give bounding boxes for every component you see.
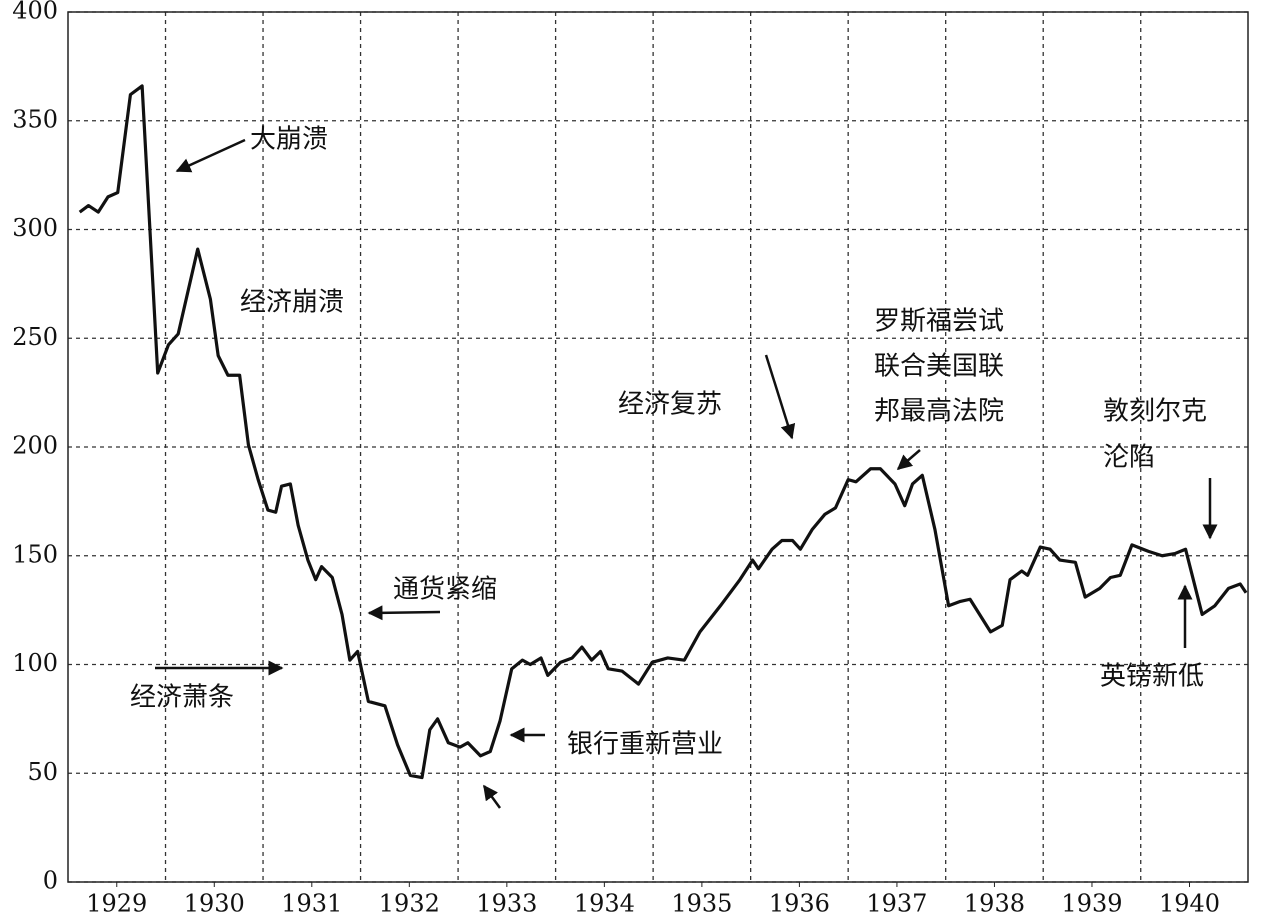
y-tick-label: 350 xyxy=(12,105,58,133)
arrow xyxy=(896,449,921,470)
annotation: 敦刻尔克 xyxy=(1103,397,1207,427)
annotation: 联合美国联 xyxy=(874,352,1004,382)
annotation: 经济萧条 xyxy=(130,683,234,713)
annotation: 经济复苏 xyxy=(618,390,722,420)
x-tick-label: 1935 xyxy=(671,890,732,918)
y-tick-label: 300 xyxy=(12,214,58,242)
x-tick-label: 1938 xyxy=(964,890,1025,918)
x-tick-label: 1932 xyxy=(379,890,440,918)
annotation: 银行重新营业 xyxy=(567,730,723,760)
x-tick-label: 1934 xyxy=(574,890,635,918)
x-tick-label: 1940 xyxy=(1159,890,1220,918)
x-tick-label: 1930 xyxy=(184,890,245,918)
x-tick-label: 1933 xyxy=(476,890,537,918)
y-tick-label: 400 xyxy=(12,0,58,25)
arrow xyxy=(764,354,796,440)
x-tick-label: 1939 xyxy=(1061,890,1122,918)
annotation: 大崩溃 xyxy=(250,125,328,155)
annotation: 经济崩溃 xyxy=(240,288,344,318)
y-tick-label: 200 xyxy=(12,432,58,460)
annotation: 罗斯福尝试 xyxy=(874,307,1004,337)
x-tick-label: 1931 xyxy=(281,890,342,918)
arrow xyxy=(367,605,441,621)
x-tick-label: 1929 xyxy=(86,890,147,918)
y-tick-label: 0 xyxy=(43,867,58,895)
grid xyxy=(68,11,1248,883)
y-tick-label: 100 xyxy=(12,649,58,677)
annotations: 大崩溃 经济崩溃 经济复苏 罗斯福尝试 联合美国联 邦最高法院 敦刻尔克 沦陷 … xyxy=(130,125,1218,809)
arrow xyxy=(175,138,246,173)
annotation: 英镑新低 xyxy=(1100,662,1204,692)
annotation: 通货紧缩 xyxy=(393,575,497,605)
annotation: 沦陷 xyxy=(1103,443,1155,473)
x-tick-label: 1936 xyxy=(769,890,830,918)
arrow xyxy=(482,784,502,809)
data-line xyxy=(78,84,1248,780)
plot-frame xyxy=(67,11,1249,883)
x-tick-label: 1937 xyxy=(866,890,927,918)
y-tick-label: 150 xyxy=(12,540,58,568)
y-tick-label: 50 xyxy=(27,758,58,786)
annotation: 邦最高法院 xyxy=(874,397,1004,427)
y-tick-label: 250 xyxy=(12,323,58,351)
